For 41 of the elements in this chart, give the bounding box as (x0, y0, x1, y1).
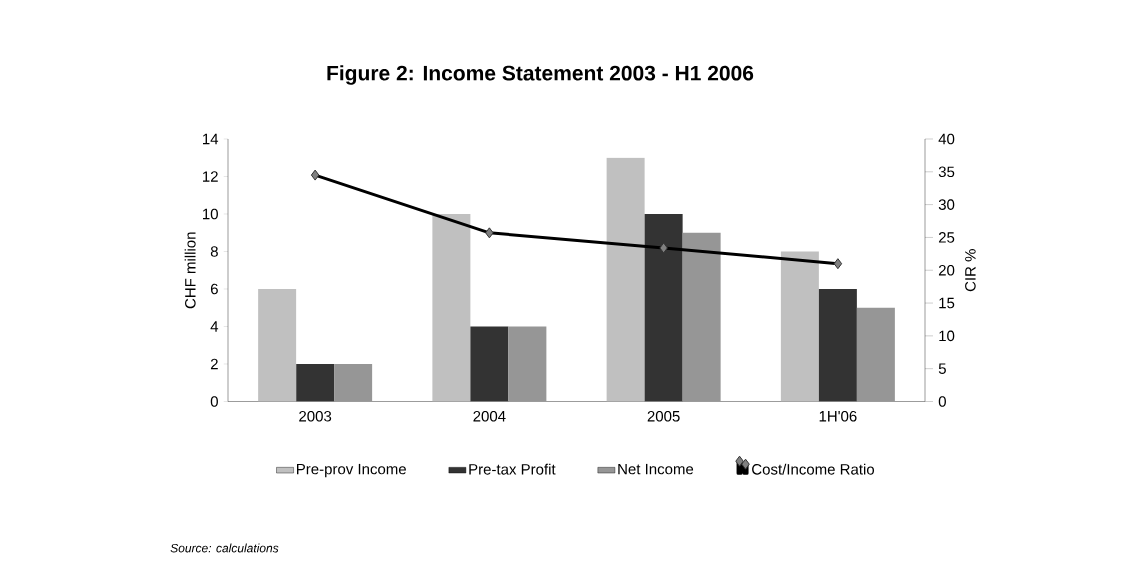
y2-tick-label: 0 (938, 396, 946, 407)
y2-tick-label: 20 (938, 264, 955, 276)
y2-tick-label: 5 (938, 363, 946, 374)
y-tick-label: 12 (203, 171, 218, 182)
bar (432, 213, 471, 402)
bar (644, 213, 683, 402)
y-tick-label: 10 (203, 208, 218, 220)
legend-label: Pre-tax Profit (469, 463, 556, 475)
bar (508, 326, 547, 402)
y-tick-label: 8 (210, 246, 218, 257)
y-tick-label: 0 (210, 396, 218, 407)
bar (470, 326, 509, 402)
chart-title: Figure 2: Income Statement 2003 - H1 2006 (327, 65, 754, 85)
y-tick-label: 4 (210, 321, 219, 332)
x-tick-label: 2005 (647, 410, 680, 422)
legend-label: Cost/Income Ratio (752, 463, 875, 475)
bar (258, 288, 297, 402)
y-axis-title: CHF million (184, 232, 196, 309)
y2-tick-label: 35 (938, 166, 955, 178)
source-note: Source: calculations (170, 543, 279, 553)
y2-tick-label: 10 (939, 330, 955, 342)
y-tick-label: 6 (210, 283, 218, 295)
bar (856, 307, 895, 402)
bar (334, 363, 373, 402)
bar (606, 157, 645, 402)
bar (818, 288, 857, 402)
x-tick-label: 2004 (473, 410, 506, 422)
y2-tick-label: 15 (939, 297, 955, 309)
x-tick-label: 1H'06 (819, 410, 857, 422)
x-tick-label: 2003 (299, 410, 332, 422)
y2-tick-label: 25 (938, 232, 955, 243)
y2-tick-label: 30 (938, 199, 955, 210)
bar (682, 232, 721, 402)
y-tick-label: 14 (203, 133, 219, 145)
y2-axis-title: CIR % (965, 249, 976, 292)
legend-label: Net Income (618, 463, 694, 475)
y-tick-label: 2 (210, 358, 218, 370)
legend-label: Pre-prov Income (297, 463, 406, 478)
bar (780, 251, 819, 402)
bar (296, 363, 335, 402)
y2-tick-label: 40 (938, 133, 955, 145)
